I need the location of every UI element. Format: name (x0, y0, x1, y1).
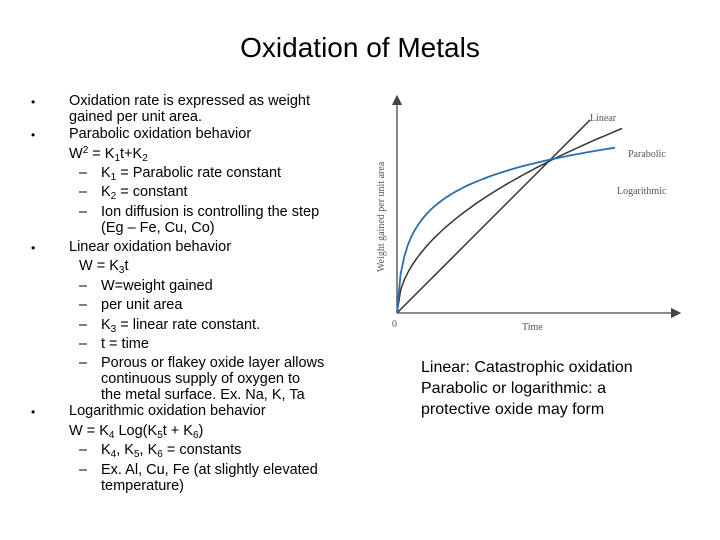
eq-text: t (124, 258, 129, 274)
k1-definition: K1 = Parabolic rate constant (101, 165, 282, 183)
porous-note-examples: the metal surface. Ex. Na, K, Ta (101, 387, 305, 403)
log-equation: W = K4 Log(K5t + K6) (69, 423, 204, 441)
bullet-parabolic: Parabolic oxidation behavior (69, 126, 252, 142)
bullet-logarithmic: Logarithmic oxidation behavior (69, 403, 266, 419)
eq-w: W (69, 146, 83, 162)
eq-text: t + K (162, 423, 193, 439)
linear-equation: W = K3t (79, 258, 129, 276)
eq-sub: 4 (108, 430, 115, 441)
eq-text: ) (198, 423, 204, 439)
k-sub: 4 (110, 449, 117, 460)
k-sub: 3 (110, 324, 117, 335)
k-text: , K (139, 442, 158, 458)
bullet-marker: • (31, 241, 36, 255)
eq-text: W = K (79, 258, 119, 274)
k-def-text: = constant (116, 184, 188, 200)
k3-definition: K3 = linear rate constant. (101, 317, 261, 335)
log-constants: K4, K5, K6 = constants (101, 442, 242, 460)
sub-dash: – (79, 462, 88, 478)
k-sub: 1 (110, 172, 117, 183)
ion-diffusion-note: Ion diffusion is controlling the step (101, 204, 320, 220)
w-definition-cont: per unit area (101, 297, 183, 313)
x-axis-label: Time (522, 322, 543, 333)
t-definition: t = time (101, 336, 149, 352)
sub-dash: – (79, 297, 88, 313)
eq-text: t+K (120, 146, 143, 162)
k-def-text: = Parabolic rate constant (116, 165, 282, 181)
series-logarithmic (396, 146, 616, 314)
sub-dash: – (79, 184, 88, 200)
page-title: Oxidation of Metals (240, 32, 480, 63)
sub-dash: – (79, 278, 88, 294)
k-sub: 6 (157, 449, 163, 460)
k-sub: 5 (133, 449, 140, 460)
k-text: K (101, 165, 111, 181)
parabolic-equation: W2 = K1t+K2 (69, 145, 148, 164)
legend-linear: Linear (590, 113, 617, 124)
log-examples: Ex. Al, Cu, Fe (at slightly elevated (101, 462, 318, 478)
eq-text: = K (88, 146, 115, 162)
legend-logarithmic: Logarithmic (617, 186, 667, 197)
bullet-linear: Linear oxidation behavior (69, 239, 232, 255)
origin-label: 0 (392, 319, 397, 330)
k-text: K (101, 442, 111, 458)
eq-sub: 3 (118, 265, 125, 276)
eq-sub: 6 (192, 430, 199, 441)
sub-dash: – (79, 355, 88, 371)
k-def-text: = constants (162, 442, 242, 458)
series-parabolic (396, 127, 623, 314)
sub-dash: – (79, 442, 88, 458)
y-axis-label: Weight gained per unit area (376, 161, 387, 272)
bullet-oxidation-rate-cont: gained per unit area. (69, 109, 203, 125)
porous-note-cont: continuous supply of oxygen to (101, 371, 301, 387)
eq-sub: 2 (142, 153, 148, 164)
bullet-marker: • (31, 95, 36, 109)
sub-dash: – (79, 336, 88, 352)
eq-text: Log(K (114, 423, 158, 439)
eq-sub: 5 (157, 430, 163, 441)
k-text: , K (116, 442, 134, 458)
sub-dash: – (79, 204, 88, 220)
bullet-marker: • (31, 405, 36, 419)
bullet-marker: • (31, 128, 36, 142)
series-linear (396, 119, 591, 314)
note-parabolic: Parabolic or logarithmic: a (421, 380, 606, 397)
k2-definition: K2 = constant (101, 184, 188, 202)
note-protective: protective oxide may form (421, 401, 605, 418)
k-sub: 2 (110, 191, 117, 202)
bullet-oxidation-rate: Oxidation rate is expressed as weight (69, 93, 310, 109)
log-examples-cont: temperature) (101, 478, 185, 494)
k-text: K (101, 317, 111, 333)
w-definition: W=weight gained (101, 278, 213, 294)
sub-dash: – (79, 317, 88, 333)
porous-note: Porous or flakey oxide layer allows (101, 355, 325, 371)
ion-diffusion-examples: (Eg – Fe, Cu, Co) (101, 220, 215, 236)
note-linear: Linear: Catastrophic oxidation (421, 359, 633, 376)
k-def-text: = linear rate constant. (116, 317, 261, 333)
eq-text: W = K (69, 423, 109, 439)
sub-dash: – (79, 165, 88, 181)
k-text: K (101, 184, 111, 200)
eq-sub: 1 (114, 153, 121, 164)
eq-exp: 2 (82, 145, 89, 156)
legend-parabolic: Parabolic (628, 149, 666, 160)
